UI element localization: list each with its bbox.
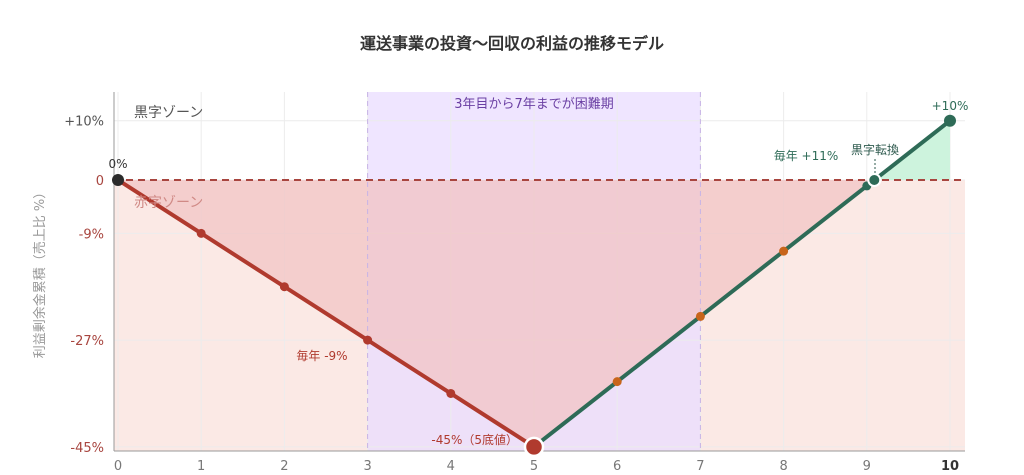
start-label: 0% xyxy=(108,157,127,171)
data-point xyxy=(112,174,124,186)
loss-zone-label: 赤字ゾーン xyxy=(134,195,203,211)
x-tick-label: 1 xyxy=(197,459,205,474)
x-tick-label: 0 xyxy=(114,459,122,474)
data-point xyxy=(196,228,206,238)
data-point xyxy=(446,388,456,398)
y-tick-label: -45% xyxy=(70,441,104,456)
bottom-label: -45%（5底値） xyxy=(431,432,518,447)
data-point xyxy=(612,377,622,387)
y-axis-label: 利益剰余金累積（売上比 %） xyxy=(32,186,48,359)
bottom-point xyxy=(523,436,545,458)
x-tick-label: 6 xyxy=(613,459,621,474)
x-tick-label: 7 xyxy=(696,459,704,474)
data-point xyxy=(944,114,956,127)
breakeven-point xyxy=(867,173,882,187)
data-point xyxy=(363,335,373,345)
chart-title: 運送事業の投資〜回収の利益の推移モデル xyxy=(359,34,664,53)
y-tick-label: 0 xyxy=(96,174,104,189)
x-tick-label: 10 xyxy=(941,459,959,474)
x-tick-label: 9 xyxy=(863,459,871,474)
breakeven-label: 黒字転換 xyxy=(851,142,899,157)
y-tick-label: -9% xyxy=(79,227,104,242)
x-tick-label: 8 xyxy=(779,459,787,474)
decline-rate-label: 毎年 -9% xyxy=(296,348,347,363)
end-label: +10% xyxy=(932,99,969,113)
loss-area xyxy=(118,180,875,447)
y-tick-label: +10% xyxy=(64,115,104,130)
x-tick-label: 5 xyxy=(530,459,538,474)
y-tick-label: -27% xyxy=(70,334,104,349)
band-label: 3年目から7年までが困難期 xyxy=(454,97,614,112)
profit-zone-label: 黒字ゾーン xyxy=(134,105,203,121)
data-point xyxy=(695,311,705,321)
growth-rate-label: 毎年 +11% xyxy=(774,148,839,163)
data-point xyxy=(779,246,789,256)
decline-line xyxy=(116,178,536,449)
x-tick-label: 3 xyxy=(363,459,371,474)
x-tick-label: 2 xyxy=(280,459,288,474)
data-point xyxy=(279,282,289,292)
recovery-line xyxy=(532,119,952,449)
x-tick-label: 4 xyxy=(447,459,455,474)
